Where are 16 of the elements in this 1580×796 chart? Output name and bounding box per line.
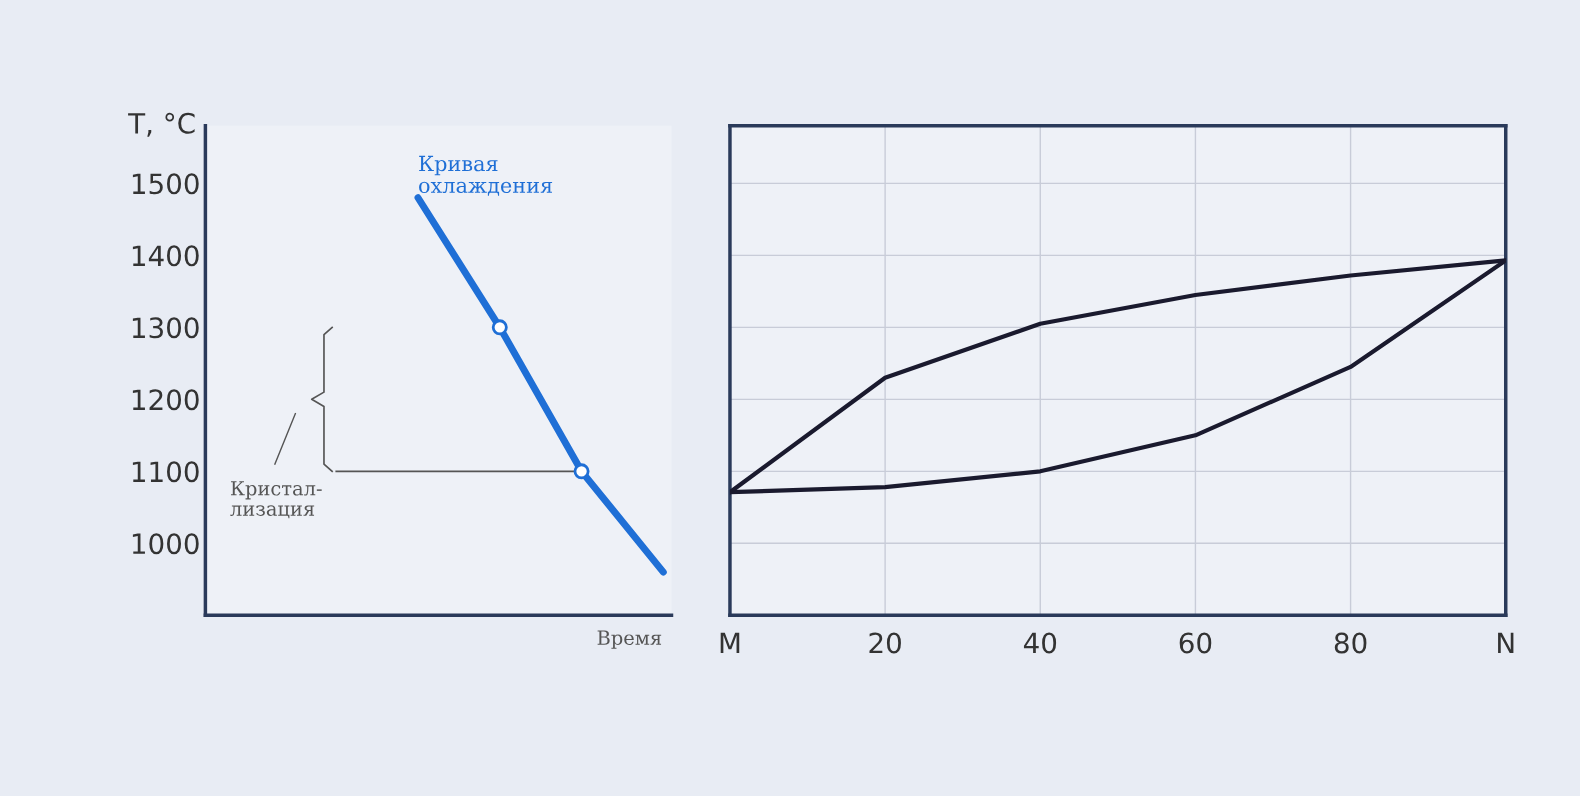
x-axis-title: Время — [597, 630, 662, 649]
y-tick-label: 1000 — [132, 533, 199, 555]
x-tick-label: 60 — [1179, 632, 1212, 654]
x-tick-label: N — [1498, 632, 1514, 654]
x-tick-label: 80 — [1334, 632, 1367, 654]
x-tick-label: 20 — [869, 632, 901, 654]
y-tick-label: 1300 — [132, 317, 199, 339]
annotation: Кривая охлаждения — [419, 155, 553, 196]
y-tick-label: 1200 — [132, 389, 199, 411]
y-tick-label: 1500 — [132, 173, 199, 195]
x-tick-label: 40 — [1023, 632, 1057, 654]
text: Кристал- лизация — [230, 481, 322, 519]
x-tick-label: M — [720, 632, 740, 654]
y-tick-label: 1400 — [132, 245, 199, 267]
y-axis-title: T, °C — [128, 112, 195, 137]
y-tick-label: 1100 — [132, 461, 199, 483]
